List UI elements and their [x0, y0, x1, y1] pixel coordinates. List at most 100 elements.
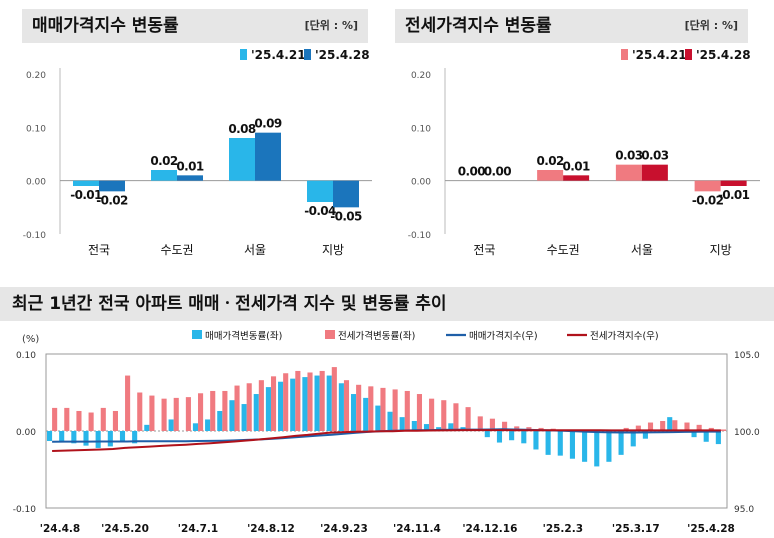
- trend-bar-jeonse: [380, 387, 386, 431]
- jeonse-y-tick-label: -0.10: [408, 231, 432, 241]
- trend-bar-jeonse: [76, 410, 82, 431]
- trend-bar-sale: [290, 378, 296, 431]
- trend-bar-sale: [326, 375, 332, 431]
- trend-bar-jeonse: [234, 385, 240, 431]
- sale-legend-label-1: '25.4.21: [251, 48, 306, 62]
- trend-chart-title-bar: 최근 1년간 전국 아파트 매매ㆍ전세가격 지수 및 변동률 추이: [0, 287, 774, 321]
- jeonse-legend-swatch-1: [621, 49, 628, 60]
- trend-bar-sale: [594, 431, 600, 467]
- trend-bar-sale: [132, 431, 138, 444]
- sale-data-label: -0.01: [70, 188, 102, 202]
- trend-bar-sale: [642, 431, 648, 439]
- jeonse-chart-title-bar: 전세가격지수 변동률 [단위 : %]: [395, 9, 748, 43]
- trend-bar-sale: [545, 431, 551, 455]
- trend-bar-sale: [423, 424, 430, 431]
- trend-x-tick-label: '24.11.4: [393, 523, 441, 535]
- trend-bar-sale: [715, 431, 721, 445]
- trend-bar-sale: [533, 431, 539, 450]
- jeonse-data-label: 0.03: [615, 149, 642, 163]
- sale-data-label: 0.09: [254, 117, 281, 131]
- sale-data-label: -0.02: [96, 193, 128, 207]
- trend-bar-sale: [59, 431, 65, 442]
- jeonse-y-tick-label: 0.20: [411, 71, 431, 81]
- trend-bar-jeonse: [672, 420, 678, 431]
- trend-legend-swatch-2: [325, 330, 335, 339]
- sale-bar-서울-s2: [255, 132, 281, 181]
- trend-bar-sale: [168, 419, 174, 431]
- trend-right-tick-label: 100.0: [734, 428, 760, 438]
- trend-bar-sale: [83, 431, 89, 446]
- sale-category-label: 수도권: [160, 243, 193, 257]
- trend-bar-sale: [569, 431, 575, 459]
- sale-bar-전국-s2: [99, 180, 125, 192]
- trend-bar-jeonse: [660, 420, 666, 431]
- trend-bar-sale: [399, 417, 405, 431]
- sale-y-tick-label: 0.20: [26, 71, 46, 81]
- trend-bar-sale: [119, 431, 126, 442]
- trend-x-tick-label: '24.5.20: [101, 523, 149, 535]
- trend-bar-jeonse: [161, 398, 167, 431]
- trend-bar-jeonse: [489, 418, 495, 431]
- jeonse-y-tick-label: 0.10: [411, 124, 431, 134]
- trend-bar-jeonse: [404, 390, 410, 431]
- trend-x-tick-label: '24.8.12: [247, 523, 295, 535]
- jeonse-category-label: 수도권: [547, 243, 580, 257]
- trend-bar-jeonse: [465, 407, 471, 431]
- trend-bar-jeonse: [319, 370, 325, 431]
- trend-bar-sale: [350, 394, 357, 431]
- trend-bar-jeonse: [307, 372, 313, 431]
- trend-bar-jeonse: [246, 383, 252, 431]
- trend-bar-jeonse: [222, 390, 228, 431]
- trend-left-tick-label: 0.10: [16, 351, 36, 361]
- trend-right-tick-label: 105.0: [734, 351, 760, 361]
- jeonse-category-label: 전국: [473, 243, 495, 257]
- trend-bar-jeonse: [137, 392, 143, 431]
- trend-bar-sale: [618, 431, 624, 455]
- jeonse-chart-title: 전세가격지수 변동률: [405, 16, 552, 36]
- trend-bar-sale: [387, 411, 393, 431]
- trend-legend-label-3: 매매가격지수(우): [469, 330, 538, 342]
- trend-x-tick-label: '24.9.23: [320, 523, 368, 535]
- trend-bar-sale: [509, 431, 515, 441]
- sale-bar-수도권-s1: [151, 170, 177, 181]
- trend-bar-jeonse: [283, 373, 289, 431]
- jeonse-bar-chart: 0.200.100.00-0.10'25.4.21'25.4.280.000.0…: [408, 48, 760, 257]
- sale-data-label: 0.08: [228, 122, 255, 136]
- jeonse-data-label: 0.03: [641, 149, 668, 163]
- trend-x-tick-label: '24.12.16: [462, 523, 517, 535]
- jeonse-bar-지방-s2: [720, 180, 747, 186]
- trend-bar-jeonse: [198, 393, 204, 431]
- trend-bar-jeonse: [270, 376, 277, 431]
- jeonse-legend-label-1: '25.4.21: [632, 48, 687, 62]
- trend-bar-sale: [144, 424, 150, 431]
- trend-legend-label-4: 전세가격지수(우): [590, 330, 659, 342]
- sale-legend-swatch-1: [240, 49, 247, 60]
- sale-chart-title-bar: 매매가격지수 변동률 [단위 : %]: [22, 9, 368, 43]
- trend-bar-jeonse: [368, 386, 374, 431]
- trend-bar-jeonse: [416, 394, 423, 431]
- trend-bar-jeonse: [356, 384, 362, 431]
- jeonse-bar-수도권-s2: [563, 175, 590, 181]
- trend-bar-sale: [46, 431, 53, 442]
- sale-category-label: 지방: [322, 243, 344, 257]
- trend-x-tick-label: '25.2.3: [543, 523, 583, 535]
- trend-bar-jeonse: [258, 380, 264, 431]
- trend-bar-sale: [411, 420, 417, 431]
- trend-bar-sale: [241, 404, 247, 431]
- sale-legend-label-2: '25.4.28: [315, 48, 370, 62]
- trend-bar-sale: [363, 397, 369, 431]
- trend-bar-jeonse: [88, 412, 94, 431]
- trend-bar-jeonse: [647, 422, 654, 431]
- sale-bar-서울-s1: [229, 138, 255, 181]
- sale-y-tick-label: 0.00: [26, 178, 46, 188]
- trend-bar-jeonse: [125, 375, 131, 431]
- sale-category-label: 서울: [244, 243, 266, 257]
- trend-legend-label-2: 전세가격변동률(좌): [338, 330, 415, 342]
- trend-bar-jeonse: [64, 407, 70, 431]
- trend-bar-sale: [229, 400, 235, 431]
- trend-bar-sale: [521, 431, 527, 444]
- trend-legend-label-1: 매매가격변동률(좌): [205, 330, 282, 342]
- sale-category-label: 전국: [88, 243, 110, 257]
- trend-x-tick-label: '24.7.1: [178, 523, 218, 535]
- trend-bar-sale: [582, 431, 588, 462]
